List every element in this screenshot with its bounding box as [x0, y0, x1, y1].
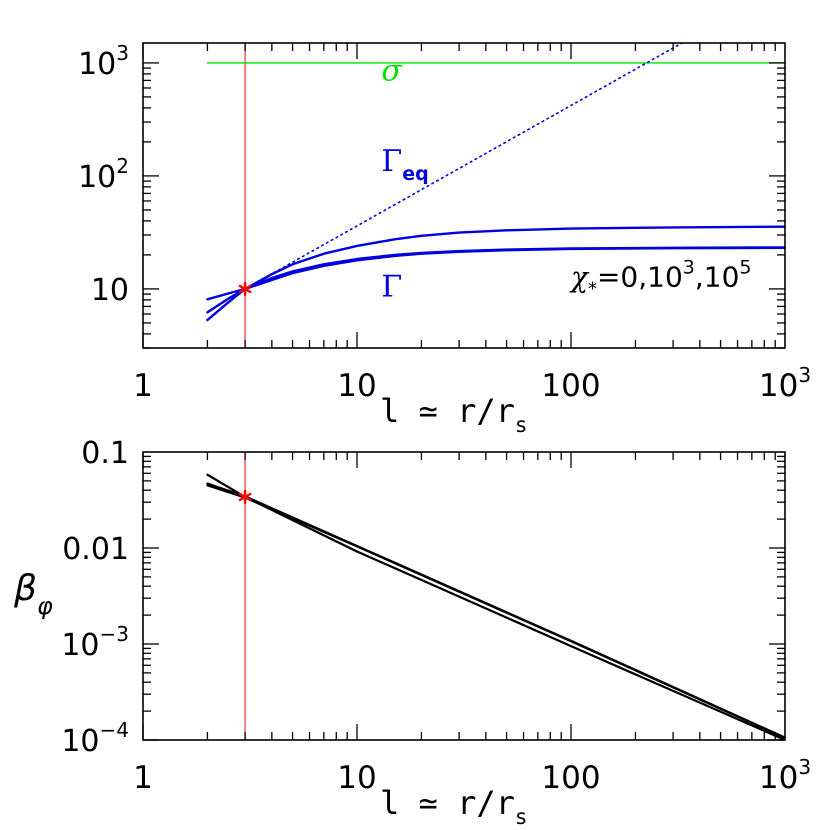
x-tick-label-base: 1: [133, 368, 153, 404]
y-axis-label-text: β: [13, 568, 37, 609]
series-line-2: [206, 484, 785, 740]
axis-ticks: [142, 452, 785, 741]
x-tick-label: 1: [133, 368, 153, 404]
x-tick-label-base: 10: [337, 368, 376, 404]
y-tick-label-base: 10: [78, 47, 116, 82]
y-tick-label-exp: 2: [116, 154, 129, 178]
axis-ticks: [142, 43, 785, 349]
y-tick-label: 103: [78, 41, 129, 82]
plot-area: [206, 452, 785, 740]
annotation-gamma-eq-text: Γ: [381, 144, 402, 179]
series-line-0: [206, 473, 785, 740]
x-tick-label: 100: [541, 368, 600, 404]
y-tick-label-base: 10: [61, 628, 99, 663]
annotation-chi-sup1: 3: [683, 257, 695, 279]
plot-frame: [142, 451, 786, 741]
marker-stroke-2: [238, 492, 252, 502]
y-tick-label: 0.1: [81, 436, 129, 471]
x-axis-label: l ≃ r/rs: [380, 392, 528, 437]
x-axis-label-text: l ≃ r/r: [380, 784, 515, 822]
y-tick-label-base: 10: [91, 273, 129, 308]
y-tick-label-base: 10: [78, 160, 116, 195]
annotation-chi-sub: *: [588, 279, 597, 300]
plot-area: [206, 43, 785, 348]
annotation-chi: χ*=0,103,105: [569, 257, 752, 300]
x-tick-label-exp: 3: [798, 363, 811, 387]
annotation-gamma-eq: Γeq: [381, 144, 428, 185]
annotation-chi-sup2: 5: [739, 257, 751, 279]
annotation-chi-mid: ,10: [695, 261, 740, 294]
y-tick-label: 10−4: [61, 718, 129, 759]
annotation-sigma: σ: [381, 53, 403, 88]
x-tick-label-base: 10: [759, 368, 798, 404]
annotation-gamma-text: Γ: [381, 269, 402, 304]
y-tick-label: 10: [91, 273, 129, 308]
x-tick-label-base: 1: [133, 760, 153, 796]
y-tick-label: 10−3: [61, 622, 129, 663]
marker-stroke-2: [238, 284, 252, 294]
plot-frame: [142, 42, 786, 349]
y-tick-label-exp: 3: [116, 41, 129, 65]
y-tick-label-base: 0.01: [62, 532, 129, 567]
y-tick-label-exp: −4: [100, 718, 129, 742]
x-axis-label: l ≃ r/rs: [380, 784, 528, 829]
x-tick-label: 10: [337, 760, 376, 796]
x-tick-label-base: 100: [541, 368, 600, 404]
critical-point-marker: [238, 489, 252, 505]
annotation-sigma-text: σ: [381, 53, 403, 88]
x-tick-label-base: 10: [337, 760, 376, 796]
x-axis-label-text: l ≃ r/r: [380, 392, 515, 430]
y-axis-label: βφ: [13, 568, 53, 620]
y-tick-label-exp: −3: [100, 622, 129, 646]
annotation-chi-eq: =0,10: [597, 261, 683, 294]
x-tick-label: 1: [133, 760, 153, 796]
annotation-chi-symbol: χ: [569, 261, 590, 294]
x-tick-label-base: 100: [541, 760, 600, 796]
x-axis-label-sub: s: [515, 805, 528, 829]
x-tick-label: 103: [759, 755, 811, 796]
x-tick-label: 10: [337, 368, 376, 404]
x-tick-label-exp: 3: [798, 755, 811, 779]
y-tick-label-base: 10: [61, 724, 99, 759]
critical-point-marker: [238, 281, 252, 297]
x-axis-label-sub: s: [515, 413, 528, 437]
y-tick-label: 102: [78, 154, 129, 195]
annotation-gamma: Γ: [381, 269, 402, 304]
y-axis-label-sub: φ: [37, 592, 53, 620]
x-tick-label: 103: [759, 363, 811, 404]
x-tick-label-base: 10: [759, 760, 798, 796]
y-tick-label: 0.01: [62, 532, 129, 567]
y-tick-label-base: 0.1: [81, 436, 129, 471]
x-tick-label: 100: [541, 760, 600, 796]
series-line-1: [244, 43, 683, 290]
annotation-gamma-eq-sub: eq: [402, 163, 429, 185]
